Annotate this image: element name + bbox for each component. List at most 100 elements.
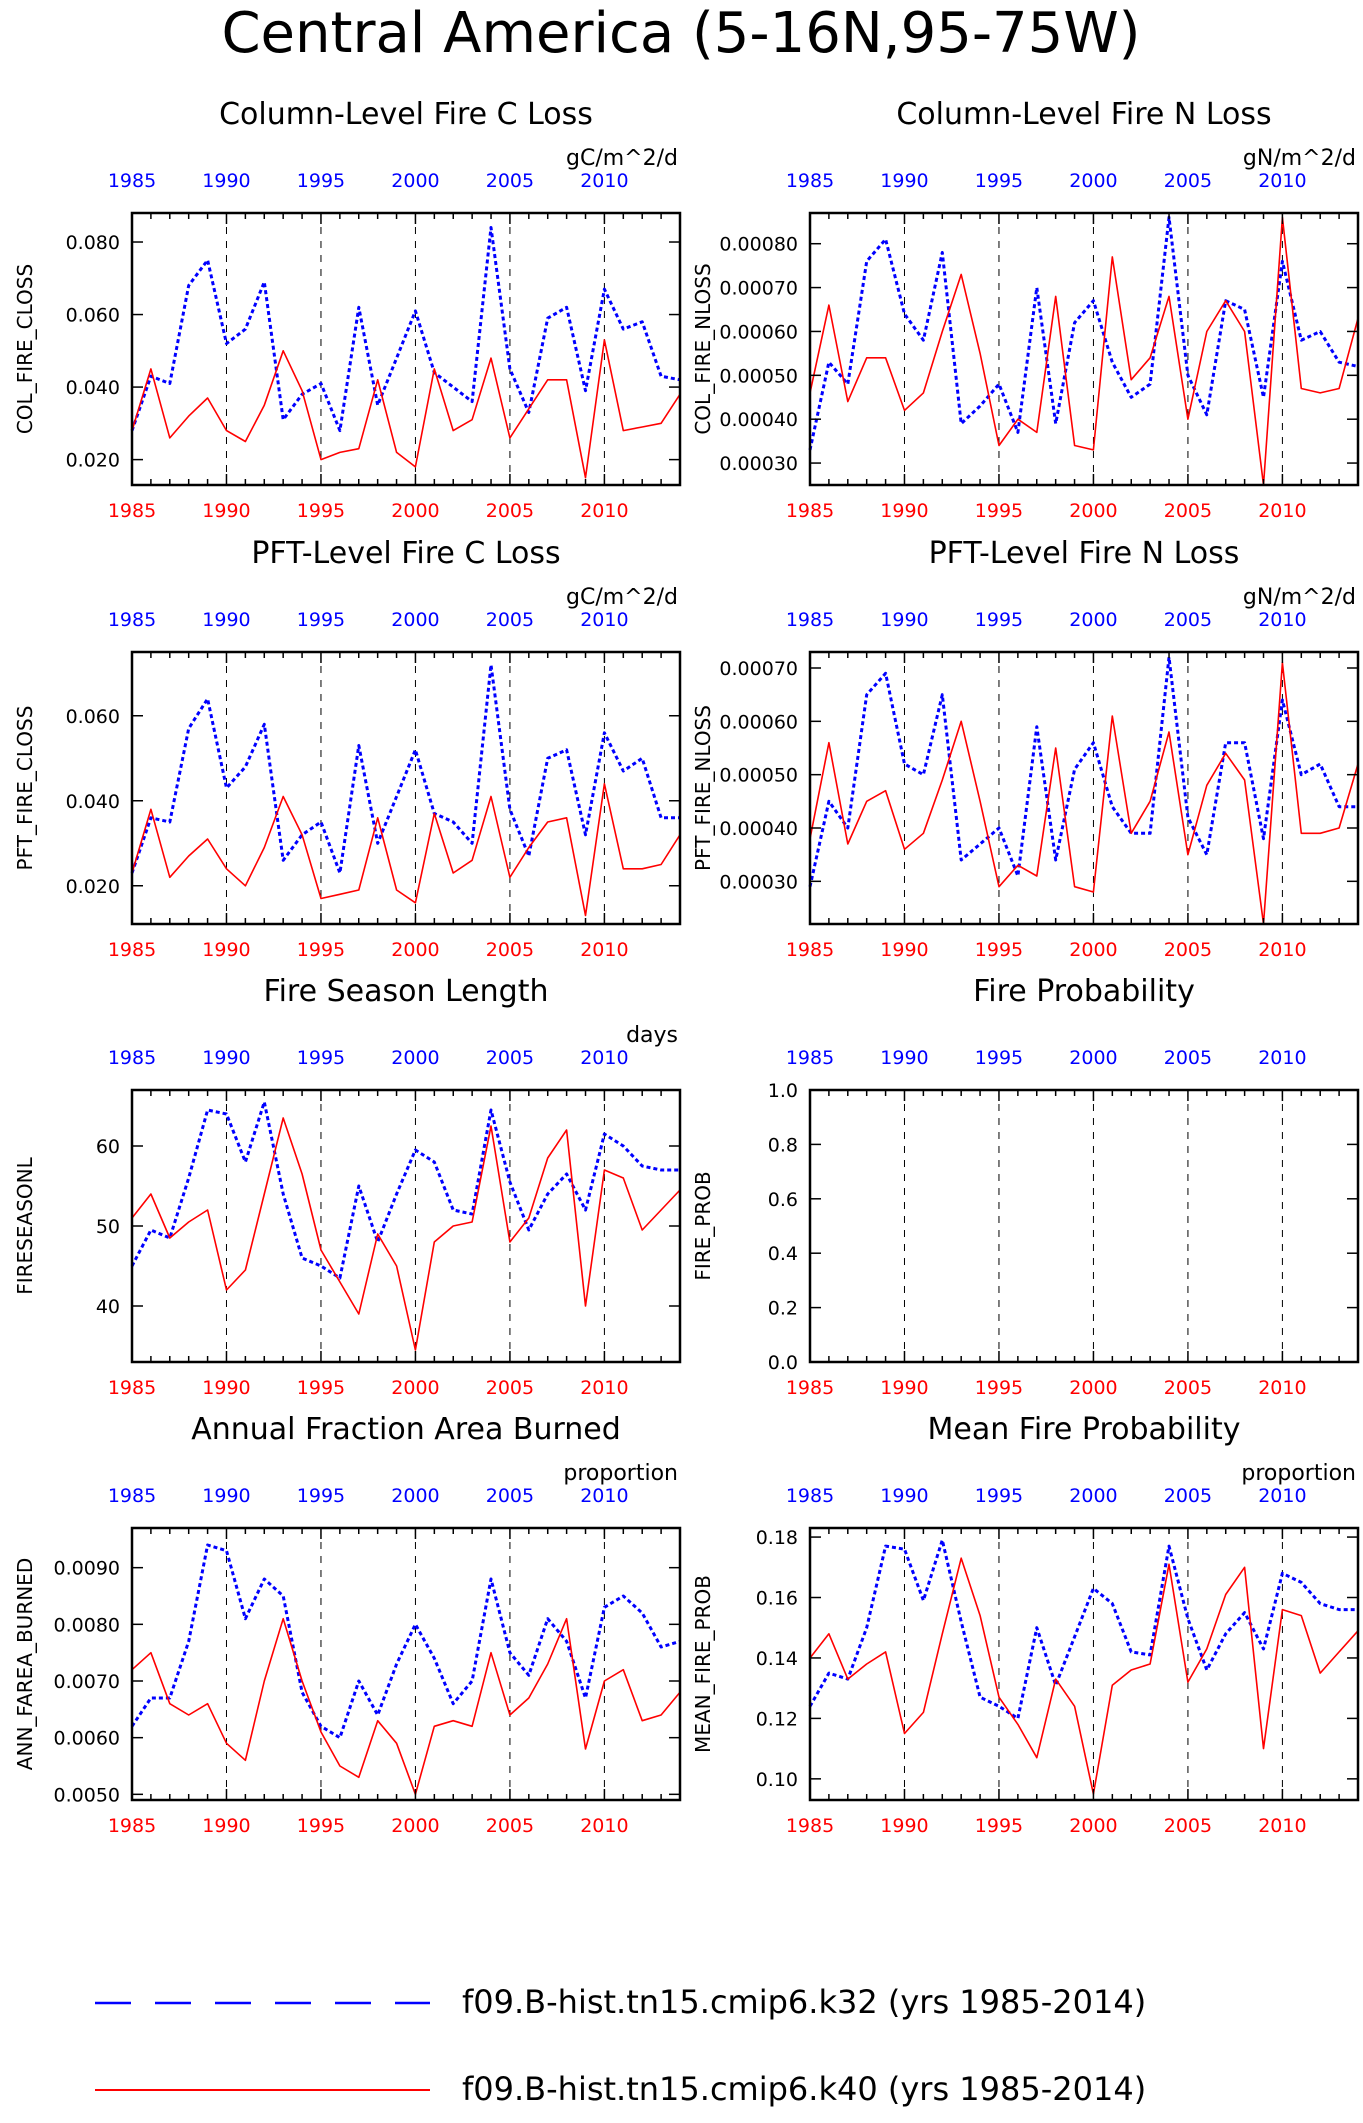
- x-tick-label-bottom: 1995: [297, 1377, 345, 1399]
- series-line-0: [130, 1100, 680, 1280]
- x-tick-label-top: 2000: [391, 1485, 439, 1507]
- x-tick-label-bottom: 1990: [880, 1815, 928, 1837]
- x-tick-label-top: 2010: [1258, 1047, 1306, 1069]
- x-tick-label-top: 1985: [786, 170, 834, 192]
- x-tick-label-top: 2000: [391, 1047, 439, 1069]
- y-tick-label: 0.2: [768, 1298, 798, 1320]
- x-tick-label-bottom: 1995: [975, 500, 1023, 522]
- y-tick-label: 0.00080: [719, 234, 798, 256]
- y-tick-label: 0.020: [66, 450, 120, 472]
- x-tick-label-top: 2005: [486, 1047, 534, 1069]
- y-tick-label: 0.0080: [54, 1614, 120, 1636]
- x-tick-label-top: 1995: [975, 170, 1023, 192]
- y-tick-label: 60: [96, 1136, 120, 1158]
- y-tick-label: 0.12: [756, 1708, 798, 1730]
- x-tick-label-bottom: 2005: [486, 1815, 534, 1837]
- y-tick-label: 0.00040: [719, 818, 798, 840]
- x-tick-label-bottom: 1990: [880, 939, 928, 961]
- x-tick-label-top: 1985: [108, 609, 156, 631]
- x-tick-label-bottom: 1985: [786, 1377, 834, 1399]
- y-tick-label: 0.00050: [719, 365, 798, 387]
- x-tick-label-bottom: 2000: [1069, 1815, 1117, 1837]
- y-tick-label: 0.020: [66, 876, 120, 898]
- y-tick-label: 0.8: [768, 1134, 798, 1156]
- y-axis-label: MEAN_FIRE_PROB: [691, 1575, 715, 1753]
- y-tick-label: 0.6: [768, 1189, 798, 1211]
- x-tick-label-bottom: 1995: [975, 1377, 1023, 1399]
- y-tick-label: 0.060: [66, 305, 120, 327]
- y-tick-label: 50: [96, 1216, 120, 1238]
- x-tick-label-top: 1995: [975, 1485, 1023, 1507]
- legend-label-k40: f09.B-hist.tn15.cmip6.k40 (yrs 1985-2014…: [462, 2070, 1146, 2108]
- y-tick-label: 0.00050: [719, 765, 798, 787]
- y-tick-label: 0.060: [66, 706, 120, 728]
- x-tick-label-bottom: 1985: [108, 1377, 156, 1399]
- series-line-0: [808, 1538, 1358, 1720]
- series-line-0: [130, 226, 681, 433]
- x-tick-label-bottom: 1995: [297, 939, 345, 961]
- x-tick-label-bottom: 2000: [391, 500, 439, 522]
- chart-title: PFT-Level Fire C Loss: [251, 536, 560, 571]
- chart-units: proportion: [1241, 1461, 1356, 1486]
- x-tick-label-bottom: 1995: [975, 939, 1023, 961]
- plot-frame: [808, 650, 1360, 926]
- y-tick-label: 0.10: [756, 1769, 798, 1791]
- x-tick-label-bottom: 2005: [1164, 500, 1212, 522]
- chart-title: Mean Fire Probability: [928, 1412, 1241, 1447]
- y-tick-label: 0.00040: [719, 409, 798, 431]
- chart-title: PFT-Level Fire N Loss: [929, 536, 1240, 571]
- x-tick-label-bottom: 2005: [486, 1377, 534, 1399]
- y-tick-label: 0.040: [66, 377, 120, 399]
- y-axis-label: ANN_FAREA_BURNED: [13, 1558, 37, 1770]
- y-axis-label: FIRE_PROB: [691, 1171, 715, 1280]
- series-line-1: [131, 339, 681, 479]
- x-tick-label-top: 2000: [1069, 170, 1117, 192]
- x-tick-label-bottom: 2010: [1258, 1377, 1306, 1399]
- y-tick-label: 0.00060: [719, 321, 798, 343]
- x-tick-label-top: 1985: [786, 1485, 834, 1507]
- x-tick-label-bottom: 2010: [1258, 500, 1306, 522]
- x-tick-label-top: 2000: [1069, 609, 1117, 631]
- y-tick-label: 0.00030: [719, 871, 798, 893]
- panels: Column-Level Fire C Loss gC/m^2/d 0.020 0.0…: [13, 97, 1360, 1837]
- chart-units: proportion: [563, 1461, 678, 1486]
- x-tick-label-top: 1990: [202, 1047, 250, 1069]
- x-tick-label-bottom: 2010: [580, 500, 628, 522]
- chart-units: days: [626, 1023, 678, 1048]
- x-tick-label-bottom: 1985: [108, 1815, 156, 1837]
- x-tick-label-top: 1995: [297, 1047, 345, 1069]
- x-tick-label-top: 1990: [880, 609, 928, 631]
- x-tick-label-top: 1985: [108, 1485, 156, 1507]
- x-tick-label-bottom: 2005: [1164, 939, 1212, 961]
- plot-frame: [130, 650, 682, 926]
- y-tick-label: 0.00070: [719, 278, 798, 300]
- x-tick-label-top: 2005: [1164, 170, 1212, 192]
- x-tick-label-top: 2000: [1069, 1485, 1117, 1507]
- y-tick-label: 0.4: [768, 1243, 798, 1265]
- legend: f09.B-hist.tn15.cmip6.k32 (yrs 1985-2014…: [95, 1983, 1146, 2108]
- x-tick-label-top: 1995: [297, 609, 345, 631]
- x-tick-label-top: 1990: [880, 1047, 928, 1069]
- x-tick-label-top: 1985: [108, 1047, 156, 1069]
- chart-panel-6: Annual Fraction Area Burned proportion 0.0…: [13, 1412, 682, 1837]
- x-tick-label-top: 2005: [486, 1485, 534, 1507]
- x-tick-label-bottom: 1990: [202, 1815, 250, 1837]
- y-tick-label: 0.0: [768, 1352, 798, 1374]
- x-tick-label-top: 2010: [580, 1485, 628, 1507]
- x-tick-label-bottom: 1990: [202, 500, 250, 522]
- x-tick-label-bottom: 1995: [975, 1815, 1023, 1837]
- x-tick-label-bottom: 1990: [202, 939, 250, 961]
- x-tick-label-bottom: 1985: [786, 500, 834, 522]
- series-line-0: [808, 215, 1359, 451]
- y-axis-label: FIRESEASONL: [13, 1156, 37, 1294]
- x-tick-label-top: 1990: [880, 1485, 928, 1507]
- x-tick-label-top: 2005: [486, 170, 534, 192]
- x-tick-label-bottom: 2005: [486, 500, 534, 522]
- x-tick-label-top: 2005: [1164, 609, 1212, 631]
- x-tick-label-bottom: 1995: [297, 1815, 345, 1837]
- x-tick-label-bottom: 1990: [202, 1377, 250, 1399]
- x-tick-label-top: 1990: [880, 170, 928, 192]
- y-axis-label: PFT_FIRE_NLOSS: [691, 705, 715, 871]
- x-tick-label-bottom: 2005: [486, 939, 534, 961]
